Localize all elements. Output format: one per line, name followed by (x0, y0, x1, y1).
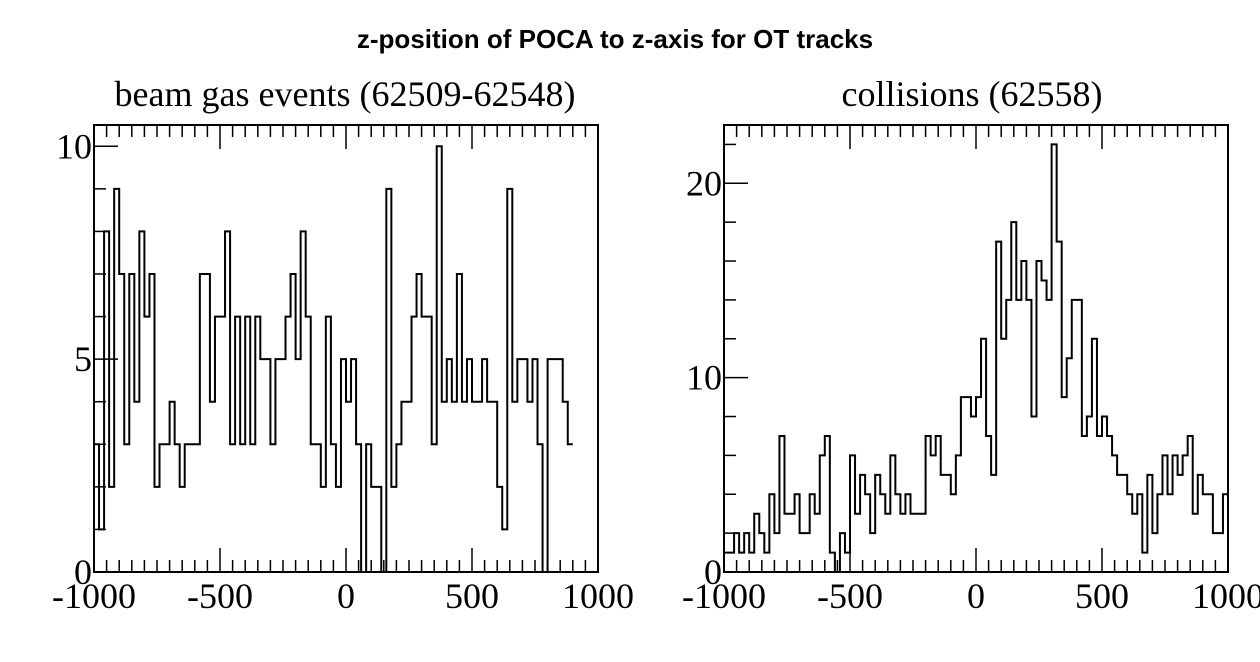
histogram-line (723, 143, 1228, 573)
y-tick-label: 10 (686, 358, 722, 398)
x-tick-label: 0 (337, 576, 355, 616)
x-tick-label: -1000 (52, 576, 136, 616)
plot-frame (93, 124, 599, 573)
x-tick-label: -500 (187, 576, 253, 616)
x-tick-label: -1000 (682, 576, 766, 616)
x-tick-label: 1000 (1192, 576, 1260, 616)
panel-1: beam gas events (62509-62548) -1000 -500 0 5… (52, 74, 634, 616)
histogram-line (93, 145, 573, 573)
x-tick-label: 1000 (562, 576, 634, 616)
panel-title: beam gas events (62509-62548) (115, 74, 576, 114)
figure-title: z-position of POCA to z-axis for OT trac… (356, 24, 874, 54)
y-tick-label: 10 (56, 126, 92, 166)
y-tick-label: 20 (686, 163, 722, 203)
x-tick-label: 0 (967, 576, 985, 616)
panel-title: collisions (62558) (842, 74, 1103, 114)
panel-2: collisions (62558) -1000 -500 0 500 1000 0 10 20 (682, 74, 1260, 616)
x-tick-label: -500 (817, 576, 883, 616)
y-tick-label: 5 (74, 339, 92, 379)
x-tick-label: 500 (445, 576, 499, 616)
y-tick-label: 0 (74, 552, 92, 592)
x-tick-label: 500 (1075, 576, 1129, 616)
y-tick-label: 0 (704, 552, 722, 592)
